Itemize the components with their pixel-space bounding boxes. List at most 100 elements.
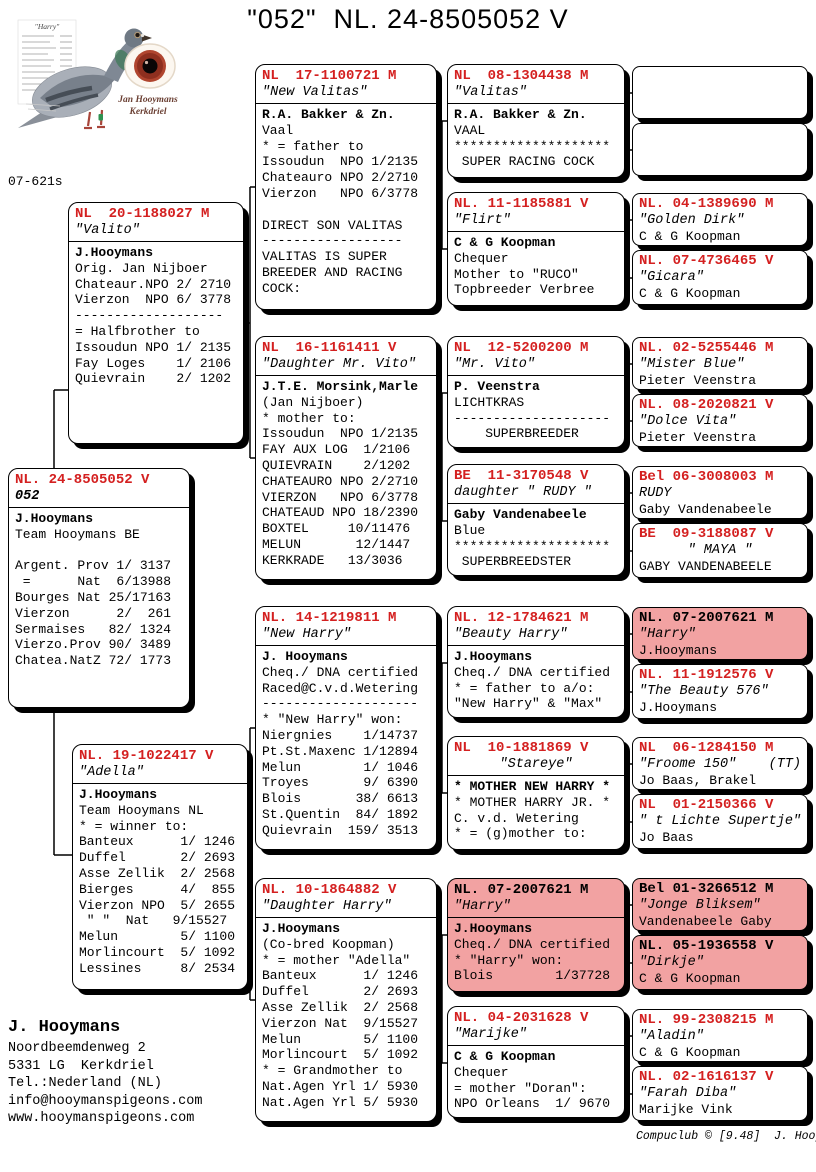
pigeon-name: "Flirt": [454, 213, 511, 228]
fancier-line: C & G Koopman: [639, 1045, 741, 1060]
owner-line: J.Hooymans: [75, 245, 154, 260]
detail-lines: Cheq./ DNA certified * = father to a/o: …: [454, 664, 611, 712]
pigeon-name: "Valito": [75, 223, 140, 238]
detail-lines: VAAL ******************** SUPER RACING C…: [454, 122, 611, 170]
pedigree-box-adella: NL. 19-1022417 V "Adella" J.Hooymans Tea…: [72, 744, 248, 990]
ring-number: NL. 24-8505052 V: [15, 472, 150, 488]
fancier-line: C & G Koopman: [639, 971, 741, 986]
software-credit: Compuclub © [9.48] J. Hooymans: [636, 1130, 816, 1143]
separator: [73, 783, 247, 784]
pedigree-box-maya: BE 09-3188087 V " MAYA " GABY VANDENABEE…: [632, 523, 808, 578]
pigeon-name: "Harry": [454, 899, 511, 914]
pigeon-name: "Mr. Vito": [454, 357, 536, 372]
signature-line1: Jan Hooymans: [117, 95, 178, 105]
pigeon-name: daughter " RUDY ": [454, 485, 592, 500]
ring-number: NL. 12-1784621 M: [454, 610, 589, 626]
pigeon-name: "Stareye": [499, 757, 573, 772]
ring-number: NL 17-1100721 M: [262, 68, 397, 84]
pedigree-box-the-beauty-576: NL. 11-1912576 V "The Beauty 576" J.Hooy…: [632, 664, 808, 719]
pedigree-box-harry-sm: NL. 07-2007621 M "Harry" J.Hooymans: [632, 607, 808, 660]
separator: [256, 375, 436, 376]
ring-number: NL. 10-1864882 V: [262, 882, 397, 898]
owner-line: C & G Koopman: [454, 235, 556, 250]
pedigree-box-beauty-harry: NL. 12-1784621 M "Beauty Harry" J.Hooyma…: [447, 606, 625, 718]
page-title: "052" NL. 24-8505052 V: [247, 4, 569, 34]
ring-number: NL. 04-1389690 M: [639, 196, 774, 212]
ring-number: NL. 14-1219811 M: [262, 610, 397, 626]
owner-line: C & G Koopman: [454, 1049, 556, 1064]
ring-number: NL 16-1161411 V: [262, 340, 397, 356]
owner-line: J.Hooymans: [262, 921, 341, 936]
address-city: 5331 LG Kerkdriel: [8, 1058, 154, 1074]
fancier-line: Vandenabeele Gaby: [639, 914, 772, 929]
pigeon-name: " MAYA ": [687, 543, 753, 558]
website-url: www.hooymanspigeons.com: [8, 1111, 195, 1126]
loft-owner-name: J. Hooymans: [8, 1018, 121, 1037]
detail-lines: Orig. Jan Nijboer Chateaur.NPO 2/ 2710 V…: [75, 260, 232, 387]
pigeon-illustration: [18, 28, 152, 130]
separator: [256, 103, 436, 104]
pigeon-name: "Valitas": [454, 85, 527, 100]
pigeon-name: "New Valitas": [262, 85, 368, 100]
pedigree-box-mister-blue: NL. 02-5255446 M "Mister Blue" Pieter Ve…: [632, 337, 808, 390]
detail-lines: Team Hooymans BE Argent. Prov 1/ 3137 = …: [15, 526, 172, 669]
separator: [448, 917, 624, 918]
pedigree-box-rudy: Bel 06-3008003 M RUDY Gaby Vandenabeele: [632, 466, 808, 519]
fancier-line: J.Hooymans: [639, 643, 718, 658]
pigeon-name: 052: [15, 489, 40, 504]
detail-lines: Cheq./ DNA certified Raced@C.v.d.Weterin…: [262, 664, 419, 838]
email-address: info@hooymanspigeons.com: [8, 1093, 203, 1109]
owner-line: J.Hooymans: [454, 649, 533, 664]
pigeon-eye-dot: [135, 33, 140, 37]
separator: [448, 375, 624, 376]
pigeon-name: "The Beauty 576": [639, 684, 769, 699]
fancier-line: Jo Baas, Brakel: [639, 773, 757, 788]
pedigree-box-subject: NL. 24-8505052 V 052 J.Hooymans Team Hoo…: [8, 468, 190, 708]
separator: [256, 917, 436, 918]
separator: [9, 507, 189, 508]
pedigree-box-golden-dirk: NL. 04-1389690 M "Golden Dirk" C & G Koo…: [632, 193, 808, 246]
pigeon-name: "New Harry": [262, 627, 352, 642]
ring-number: NL. 05-1936558 V: [639, 938, 774, 954]
pigeon-name: "Dolce Vita": [639, 414, 737, 429]
ring-number: BE 09-3188087 V: [639, 526, 774, 542]
pedigree-box-dirkje: NL. 05-1936558 V "Dirkje" C & G Koopman: [632, 935, 808, 990]
pedigree-box-aladin: NL. 99-2308215 M "Aladin" C & G Koopman: [632, 1009, 808, 1062]
ring-number: NL 20-1188027 M: [75, 206, 210, 222]
separator: [448, 645, 624, 646]
ring-number: Bel 06-3008003 M: [639, 469, 774, 485]
pigeon-name: "Mister Blue": [639, 357, 745, 372]
separator: [256, 645, 436, 646]
ring-number: NL 08-1304438 M: [454, 68, 589, 84]
ring-number: NL. 07-4736465 V: [639, 253, 774, 269]
ring-number: NL. 11-1912576 V: [639, 667, 774, 683]
ring-number: NL. 07-2007621 M: [454, 882, 589, 898]
ring-number: NL. 99-2308215 M: [639, 1012, 774, 1028]
pigeon-name: " t Lichte Supertje": [639, 814, 802, 829]
pedigree-box-empty-1: [632, 66, 808, 119]
fancier-line: Pieter Veenstra: [639, 430, 757, 445]
fancier-line: C & G Koopman: [639, 286, 741, 301]
detail-lines: Vaal * = father to Issoudun NPO 1/2135 C…: [262, 122, 419, 296]
signature-text: Jan Hooymans Kerkdriel: [117, 95, 178, 117]
owner-line: J.Hooymans: [15, 511, 94, 526]
fancier-line: Jo Baas: [639, 830, 694, 845]
pedigree-box-daughter-harry: NL. 10-1864882 V "Daughter Harry" J.Hooy…: [255, 878, 437, 1122]
pedigree-box-daughter-mr-vito: NL 16-1161411 V "Daughter Mr. Vito" J.T.…: [255, 336, 437, 580]
ring-number: NL. 19-1022417 V: [79, 748, 214, 764]
pedigree-box-empty-2: [632, 123, 808, 176]
detail-lines: Team Hooymans NL * = winner to: Banteux …: [79, 802, 236, 976]
detail-lines: (Co-bred Koopman) * = mother "Adella" Ba…: [262, 936, 419, 1110]
pedigree-box-marijke: NL. 04-2031628 V "Marijke" C & G Koopman…: [447, 1006, 625, 1118]
ring-number: NL. 07-2007621 M: [639, 610, 774, 626]
owner-line: * MOTHER NEW HARRY *: [454, 779, 611, 794]
fancier-line: C & G Koopman: [639, 229, 741, 244]
pedigree-box-new-harry: NL. 14-1219811 M "New Harry" J. Hooymans…: [255, 606, 437, 850]
owner-line: J. Hooymans: [262, 649, 348, 664]
detail-lines: Chequer = mother "Doran": NPO Orleans 1/…: [454, 1064, 611, 1112]
pedigree-box-daughter-rudy: BE 11-3170548 V daughter " RUDY " Gaby V…: [447, 464, 625, 576]
pedigree-box-new-valitas: NL 17-1100721 M "New Valitas" R.A. Bakke…: [255, 64, 437, 310]
pedigree-box-dolce-vita: NL. 08-2020821 V "Dolce Vita" Pieter Vee…: [632, 394, 808, 447]
separator: [448, 775, 624, 776]
